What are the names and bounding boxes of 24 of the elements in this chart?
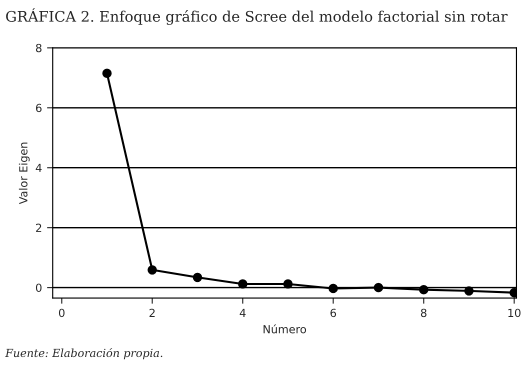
y-tick-label: 8 [36, 44, 42, 52]
point [374, 282, 384, 292]
y-tick-label: 6 [36, 104, 42, 112]
y-tick-label: 4 [36, 164, 42, 172]
x-tick-label: 10 [508, 308, 521, 318]
x-tick-label: 8 [420, 308, 426, 318]
x-axis-title: Número [264, 324, 306, 334]
point [238, 279, 248, 289]
point [192, 272, 202, 282]
x-tick-label: 6 [330, 308, 336, 318]
point [328, 284, 338, 294]
x-tick-label: 2 [150, 308, 155, 317]
y-tick-label: 0 [36, 284, 42, 292]
chart-title: GRÁFICA 2. Enfoque gráfico de Scree del modelo factorial sin rotar [6, 8, 508, 25]
point [102, 68, 112, 78]
x-tick-label: 0 [58, 308, 65, 318]
point [148, 265, 157, 275]
x-tick-label: 4 [240, 308, 246, 317]
y-axis-title: Valor Eigen [18, 142, 30, 204]
point [283, 279, 293, 289]
source-note: Fuente: Elaboración propia. [5, 348, 162, 360]
point [464, 286, 474, 296]
point [419, 285, 428, 294]
y-tick-label: 2 [36, 224, 42, 232]
